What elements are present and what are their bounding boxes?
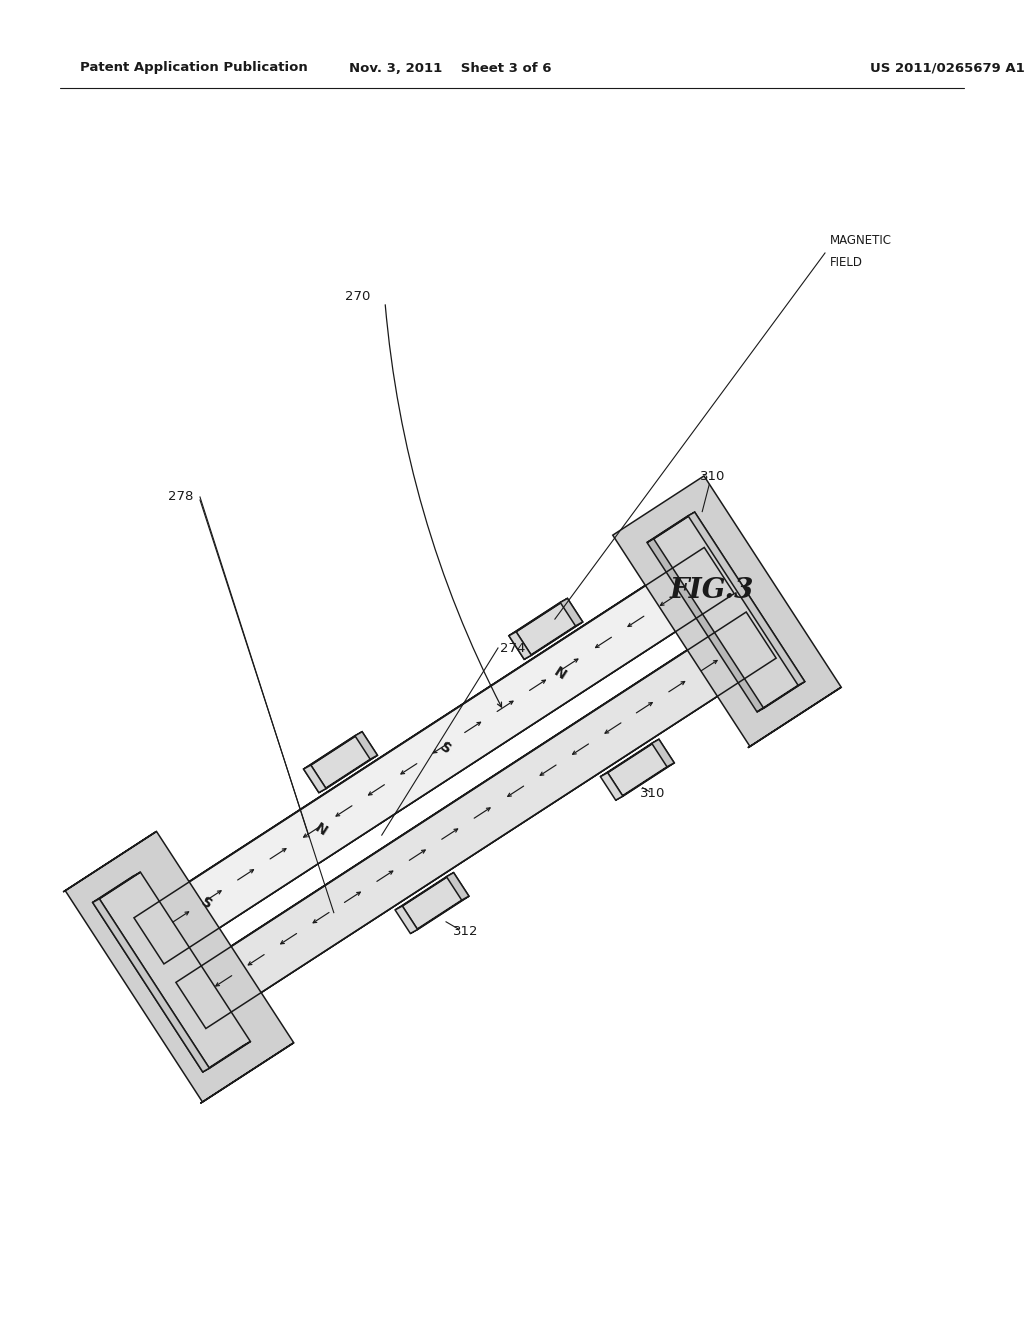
Polygon shape xyxy=(176,612,776,1028)
Polygon shape xyxy=(748,688,842,747)
Polygon shape xyxy=(93,876,244,1072)
Text: 270: 270 xyxy=(345,290,370,304)
Text: 274: 274 xyxy=(500,642,525,655)
Polygon shape xyxy=(411,896,469,933)
Polygon shape xyxy=(311,731,378,788)
Text: FIELD: FIELD xyxy=(830,256,863,268)
Polygon shape xyxy=(134,548,734,964)
Text: S: S xyxy=(199,895,214,912)
Polygon shape xyxy=(615,763,674,800)
Polygon shape xyxy=(516,598,583,655)
Polygon shape xyxy=(160,594,734,966)
Polygon shape xyxy=(304,766,326,792)
Polygon shape xyxy=(395,906,418,933)
Polygon shape xyxy=(172,614,772,1031)
Text: 312: 312 xyxy=(454,925,479,939)
Polygon shape xyxy=(355,731,378,759)
Text: 278: 278 xyxy=(168,491,193,503)
Text: Nov. 3, 2011    Sheet 3 of 6: Nov. 3, 2011 Sheet 3 of 6 xyxy=(349,62,551,74)
Polygon shape xyxy=(446,873,469,900)
Polygon shape xyxy=(66,832,294,1102)
Polygon shape xyxy=(647,516,798,711)
Polygon shape xyxy=(757,681,805,711)
Polygon shape xyxy=(402,873,469,929)
Text: S: S xyxy=(438,739,454,756)
Polygon shape xyxy=(93,899,209,1072)
Text: US 2011/0265679 A1: US 2011/0265679 A1 xyxy=(870,62,1024,74)
Text: Patent Application Publication: Patent Application Publication xyxy=(80,62,308,74)
Polygon shape xyxy=(304,735,371,792)
Text: 310: 310 xyxy=(640,787,666,800)
Polygon shape xyxy=(647,512,694,543)
Polygon shape xyxy=(99,873,251,1068)
Polygon shape xyxy=(651,739,674,767)
Polygon shape xyxy=(172,612,746,985)
Text: 310: 310 xyxy=(699,470,725,483)
Polygon shape xyxy=(318,755,378,792)
Polygon shape xyxy=(130,549,730,966)
Polygon shape xyxy=(560,598,583,626)
Text: FIG.3: FIG.3 xyxy=(670,577,755,603)
Polygon shape xyxy=(63,832,157,892)
Polygon shape xyxy=(395,873,454,909)
Polygon shape xyxy=(130,548,705,920)
Polygon shape xyxy=(612,477,842,747)
Polygon shape xyxy=(653,512,805,709)
Text: N: N xyxy=(551,665,568,682)
Polygon shape xyxy=(509,598,567,636)
Polygon shape xyxy=(304,731,362,770)
Polygon shape xyxy=(509,602,575,659)
Polygon shape xyxy=(600,739,659,776)
Polygon shape xyxy=(688,512,805,685)
Polygon shape xyxy=(93,873,140,903)
Polygon shape xyxy=(607,739,674,796)
Polygon shape xyxy=(524,622,583,659)
Polygon shape xyxy=(201,1043,294,1104)
Polygon shape xyxy=(202,659,776,1031)
Polygon shape xyxy=(203,1041,251,1072)
Polygon shape xyxy=(600,772,623,800)
Text: MAGNETIC: MAGNETIC xyxy=(830,235,892,248)
Text: N: N xyxy=(311,821,329,838)
Polygon shape xyxy=(509,632,531,659)
